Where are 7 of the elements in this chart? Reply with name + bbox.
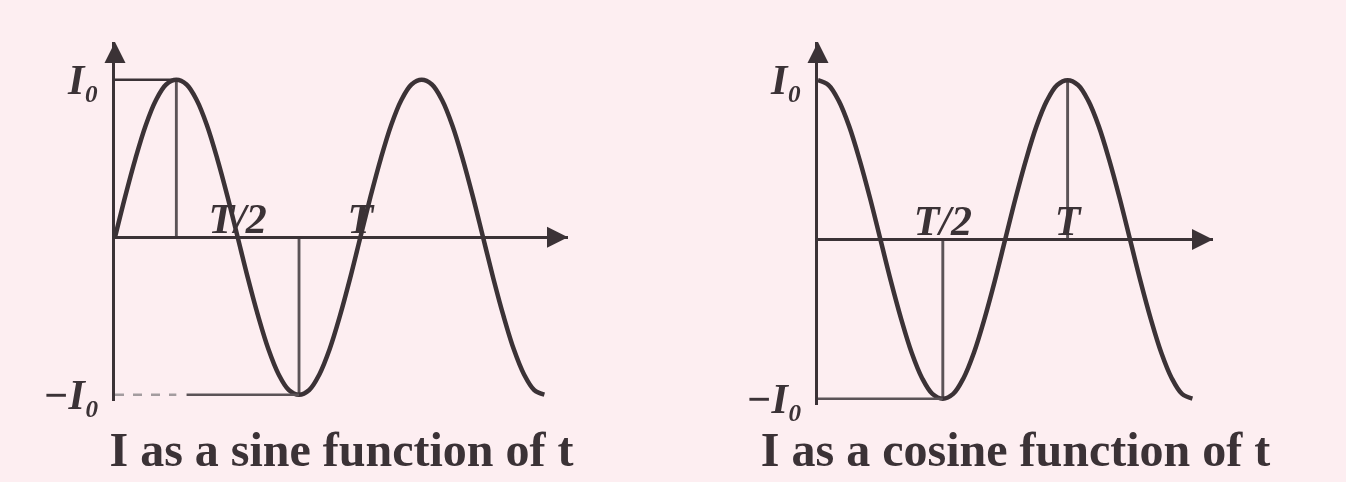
text: I as a cosine function of t [760, 423, 1271, 477]
x-tick-label: T/2 [913, 198, 972, 245]
text: I as a sine function of t [109, 423, 574, 477]
text: −I₀ [43, 372, 100, 418]
text: I₀ [67, 57, 99, 103]
text: I₀ [770, 57, 802, 103]
text: −I₀ [746, 376, 803, 422]
